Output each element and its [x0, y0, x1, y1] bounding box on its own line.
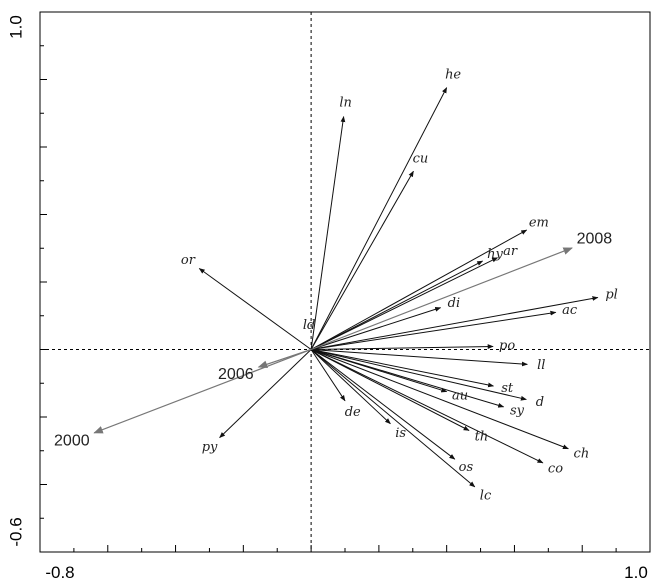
species-label-di: di: [448, 296, 460, 311]
species-vector-is: [310, 349, 391, 425]
species-vector-st: [311, 349, 495, 388]
species-vector-ac: [311, 310, 557, 350]
y-axis-min-label: -0.6: [6, 517, 25, 546]
species-vector-ln: [310, 116, 346, 350]
species-label-ac: ac: [562, 303, 578, 318]
tick-marks: [39, 11, 651, 553]
species-label-ll: ll: [537, 358, 545, 373]
species-vector-ch: [310, 349, 569, 450]
species-label-lc: lc: [480, 488, 492, 503]
species-label-cu: cu: [413, 152, 429, 167]
species-label-ld: ld: [303, 318, 315, 333]
species-label-he: he: [445, 68, 461, 83]
sample-vector-2008: [310, 247, 573, 351]
species-vector-di: [310, 307, 442, 350]
sample-label-2006: 2006: [218, 366, 254, 383]
species-label-em: em: [529, 216, 549, 231]
species-label-th: th: [475, 429, 489, 444]
species-vector-lc: [310, 349, 476, 488]
species-label-os: os: [459, 460, 474, 475]
vectors: [93, 87, 599, 488]
species-label-au: au: [452, 388, 468, 403]
zero-lines: [40, 12, 650, 552]
x-axis-max-label: 1.0: [624, 563, 648, 582]
species-label-pl: pl: [605, 288, 617, 303]
species-vector-ar: [310, 257, 499, 350]
sample-vector-2000: [93, 348, 312, 434]
species-label-ar: ar: [503, 244, 518, 259]
species-vector-or: [198, 268, 312, 350]
species-label-d: d: [536, 395, 544, 410]
species-vector-d: [310, 349, 527, 401]
species-vector-au: [310, 349, 448, 393]
species-vector-cu: [310, 170, 414, 350]
species-label-hy: hy: [487, 247, 503, 262]
species-label-py: py: [202, 440, 218, 455]
species-label-po: po: [499, 339, 515, 354]
species-vector-co: [310, 349, 544, 464]
species-vector-pl: [311, 296, 599, 350]
species-vector-py: [219, 349, 312, 439]
species-vector-he: [310, 87, 448, 350]
species-label-sy: sy: [510, 403, 525, 418]
species-label-is: is: [395, 426, 406, 441]
species-vector-ll: [311, 349, 528, 367]
species-label-ch: ch: [574, 446, 590, 461]
species-vector-em: [310, 229, 528, 350]
species-label-co: co: [548, 462, 563, 477]
species-label-st: st: [501, 381, 514, 396]
sample-label-2008: 2008: [577, 230, 613, 247]
species-label-or: or: [181, 253, 196, 268]
species-vector-po: [311, 344, 494, 350]
species-vector-hy: [310, 260, 484, 350]
species-vector-th: [310, 349, 470, 431]
species-label-ln: ln: [339, 95, 352, 110]
species-vector-os: [310, 349, 456, 460]
species-label-de: de: [345, 405, 361, 420]
species-vector-de: [310, 349, 346, 402]
sample-label-2000: 2000: [54, 433, 90, 450]
x-axis-min-label: -0.8: [45, 563, 74, 582]
y-axis-max-label: 1.0: [6, 15, 25, 39]
